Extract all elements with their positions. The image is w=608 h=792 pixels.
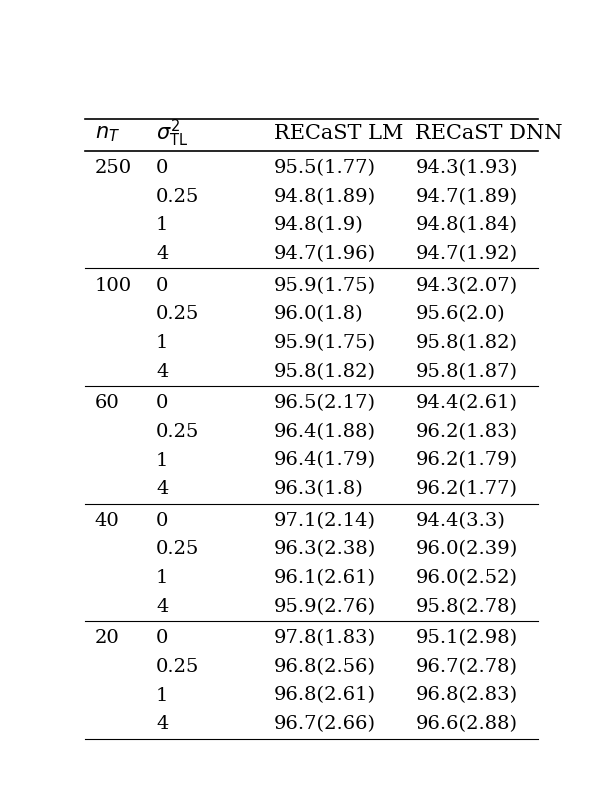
Text: 96.2(1.83): 96.2(1.83) <box>415 423 517 441</box>
Text: 96.8(2.83): 96.8(2.83) <box>415 687 517 705</box>
Text: RECaST LM: RECaST LM <box>274 124 403 143</box>
Text: 95.1(2.98): 95.1(2.98) <box>415 629 517 647</box>
Text: 0.25: 0.25 <box>156 658 199 676</box>
Text: 94.8(1.9): 94.8(1.9) <box>274 216 364 234</box>
Text: 94.7(1.92): 94.7(1.92) <box>415 246 517 263</box>
Text: 95.9(1.75): 95.9(1.75) <box>274 334 376 352</box>
Text: 40: 40 <box>95 512 120 530</box>
Text: 96.3(1.8): 96.3(1.8) <box>274 480 364 498</box>
Text: 60: 60 <box>95 394 120 412</box>
Text: 95.8(1.82): 95.8(1.82) <box>415 334 517 352</box>
Text: 96.2(1.77): 96.2(1.77) <box>415 480 517 498</box>
Text: 95.6(2.0): 95.6(2.0) <box>415 306 505 323</box>
Text: 1: 1 <box>156 451 168 470</box>
Text: 96.6(2.88): 96.6(2.88) <box>415 715 517 733</box>
Text: 95.8(1.87): 95.8(1.87) <box>415 363 517 381</box>
Text: 100: 100 <box>95 276 132 295</box>
Text: 96.7(2.78): 96.7(2.78) <box>415 658 517 676</box>
Text: 0: 0 <box>156 159 168 177</box>
Text: 0: 0 <box>156 394 168 412</box>
Text: 96.0(2.39): 96.0(2.39) <box>415 540 517 558</box>
Text: 94.7(1.89): 94.7(1.89) <box>415 188 517 206</box>
Text: 0: 0 <box>156 276 168 295</box>
Text: 96.0(2.52): 96.0(2.52) <box>415 569 517 587</box>
Text: 94.7(1.96): 94.7(1.96) <box>274 246 376 263</box>
Text: 1: 1 <box>156 216 168 234</box>
Text: 94.4(2.61): 94.4(2.61) <box>415 394 517 412</box>
Text: 96.4(1.88): 96.4(1.88) <box>274 423 376 441</box>
Text: 97.1(2.14): 97.1(2.14) <box>274 512 376 530</box>
Text: 0.25: 0.25 <box>156 306 199 323</box>
Text: 94.8(1.89): 94.8(1.89) <box>274 188 376 206</box>
Text: RECaST DNN: RECaST DNN <box>415 124 563 143</box>
Text: 0: 0 <box>156 512 168 530</box>
Text: 94.8(1.84): 94.8(1.84) <box>415 216 517 234</box>
Text: 1: 1 <box>156 334 168 352</box>
Text: $\sigma^2_{\mathrm{TL}}$: $\sigma^2_{\mathrm{TL}}$ <box>156 118 188 150</box>
Text: 4: 4 <box>156 246 168 263</box>
Text: 4: 4 <box>156 598 168 615</box>
Text: 96.2(1.79): 96.2(1.79) <box>415 451 517 470</box>
Text: 0.25: 0.25 <box>156 423 199 441</box>
Text: 96.7(2.66): 96.7(2.66) <box>274 715 376 733</box>
Text: 1: 1 <box>156 569 168 587</box>
Text: 96.8(2.56): 96.8(2.56) <box>274 658 376 676</box>
Text: 96.8(2.61): 96.8(2.61) <box>274 687 376 705</box>
Text: 94.4(3.3): 94.4(3.3) <box>415 512 505 530</box>
Text: 4: 4 <box>156 715 168 733</box>
Text: 96.3(2.38): 96.3(2.38) <box>274 540 376 558</box>
Text: 94.3(2.07): 94.3(2.07) <box>415 276 517 295</box>
Text: 96.1(2.61): 96.1(2.61) <box>274 569 376 587</box>
Text: 95.8(1.82): 95.8(1.82) <box>274 363 376 381</box>
Text: 97.8(1.83): 97.8(1.83) <box>274 629 376 647</box>
Text: $n_T$: $n_T$ <box>95 124 120 143</box>
Text: 4: 4 <box>156 363 168 381</box>
Text: 94.3(1.93): 94.3(1.93) <box>415 159 517 177</box>
Text: 4: 4 <box>156 480 168 498</box>
Text: 96.0(1.8): 96.0(1.8) <box>274 306 364 323</box>
Text: 95.5(1.77): 95.5(1.77) <box>274 159 376 177</box>
Text: 0.25: 0.25 <box>156 540 199 558</box>
Text: 96.5(2.17): 96.5(2.17) <box>274 394 376 412</box>
Text: 0.25: 0.25 <box>156 188 199 206</box>
Text: 250: 250 <box>95 159 132 177</box>
Text: 95.8(2.78): 95.8(2.78) <box>415 598 517 615</box>
Text: 95.9(1.75): 95.9(1.75) <box>274 276 376 295</box>
Text: 1: 1 <box>156 687 168 705</box>
Text: 96.4(1.79): 96.4(1.79) <box>274 451 376 470</box>
Text: 20: 20 <box>95 629 120 647</box>
Text: 95.9(2.76): 95.9(2.76) <box>274 598 376 615</box>
Text: 0: 0 <box>156 629 168 647</box>
